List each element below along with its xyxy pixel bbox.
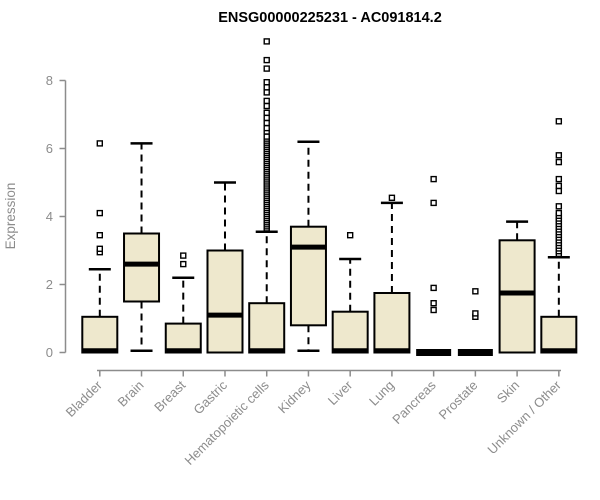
outlier-point	[263, 38, 270, 45]
outlier-point	[430, 284, 437, 292]
outlier-point	[263, 119, 270, 127]
y-tick-label: 2	[46, 277, 53, 292]
outlier-point	[263, 89, 270, 96]
outlier-point	[430, 199, 437, 207]
outlier-point	[472, 288, 479, 295]
x-tick-label-liver: Liver	[325, 377, 356, 408]
outlier-point	[263, 78, 270, 86]
y-tick-label: 8	[46, 73, 53, 88]
y-tick-label: 6	[46, 141, 53, 156]
iqr-box	[540, 315, 578, 354]
boxplot-hematopoietic-cells	[248, 38, 286, 354]
boxplot-kidney	[289, 140, 327, 353]
iqr-box	[248, 302, 286, 354]
outlier-point	[430, 306, 437, 314]
x-tick-label-gastric: Gastric	[190, 377, 230, 417]
outlier-point	[263, 109, 270, 117]
boxplot-liver	[331, 231, 369, 354]
collapsed-box	[416, 349, 452, 356]
outlier-point	[555, 209, 563, 217]
collapsed-box	[457, 349, 493, 356]
x-tick-label-kidney: Kidney	[275, 377, 314, 416]
boxplot-prostate	[457, 288, 493, 356]
outlier-point	[555, 187, 563, 195]
boxplot-gastric	[206, 181, 244, 354]
outlier-point	[263, 65, 270, 72]
outlier-point	[346, 231, 354, 239]
x-tick-label-brain: Brain	[115, 378, 147, 410]
outlier-point	[96, 245, 104, 253]
outlier-point	[96, 209, 104, 217]
x-tick-label-bladder: Bladder	[63, 377, 106, 420]
outlier-point	[555, 152, 563, 159]
outlier-point	[263, 114, 270, 122]
outlier-point	[263, 97, 270, 105]
outlier-point	[430, 300, 437, 307]
boxplot-lung	[373, 194, 411, 354]
iqr-box	[123, 232, 161, 303]
boxplot-unknown-other	[540, 118, 578, 354]
outlier-point	[263, 102, 270, 110]
iqr-box	[164, 322, 202, 354]
outlier-point	[263, 124, 270, 132]
outlier-point	[555, 175, 563, 183]
y-tick-label: 0	[46, 345, 53, 360]
outlier-point	[263, 56, 270, 64]
y-tick-label: 4	[46, 209, 53, 224]
outlier-point	[555, 118, 563, 125]
outlier-point	[96, 231, 104, 239]
iqr-box	[373, 292, 411, 354]
x-tick-label-pancreas: Pancreas	[389, 377, 439, 427]
x-tick-label-prostate: Prostate	[436, 378, 481, 423]
iqr-box	[206, 249, 244, 354]
outlier-point	[180, 260, 187, 268]
outlier-point	[555, 203, 563, 210]
iqr-box	[289, 225, 327, 327]
outlier-point	[96, 140, 104, 147]
outlier-point	[180, 252, 187, 259]
outlier-point	[555, 182, 563, 190]
outlier-point	[388, 194, 396, 202]
x-tick-label-lung: Lung	[366, 378, 397, 409]
outlier-point	[430, 175, 437, 183]
outlier-point	[263, 133, 270, 140]
boxplot-bladder	[81, 140, 119, 354]
iqr-box	[498, 239, 536, 354]
boxplot-pancreas	[416, 175, 452, 356]
y-axis: 0 2 4 6 8	[46, 73, 67, 360]
y-axis-label: Expression	[3, 183, 18, 250]
iqr-box	[331, 310, 369, 354]
chart-title: ENSG00000225231 - AC091814.2	[218, 10, 442, 26]
x-tick-label-skin: Skin	[494, 378, 522, 406]
boxplot-skin	[498, 220, 536, 354]
x-tick-label-breast: Breast	[151, 377, 188, 414]
boxes	[81, 38, 578, 356]
iqr-box	[81, 315, 119, 354]
outlier-point	[555, 158, 563, 166]
outlier-point	[263, 84, 270, 91]
boxplot-breast	[164, 252, 202, 354]
outlier-point	[472, 310, 479, 317]
x-tick-label-unknown-other: Unknown / Other	[484, 377, 564, 457]
boxplot-brain	[123, 142, 161, 353]
